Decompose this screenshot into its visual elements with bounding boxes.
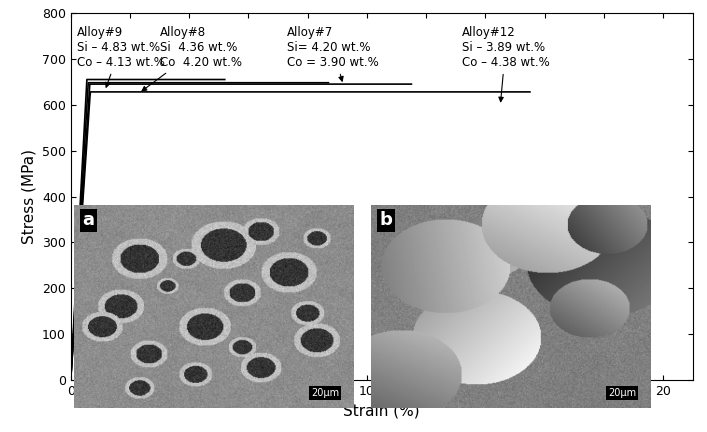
Text: 20μm: 20μm [608,388,636,398]
Text: Alloy#12
Si – 3.89 wt.%
Co – 4.38 wt.%: Alloy#12 Si – 3.89 wt.% Co – 4.38 wt.% [462,26,549,102]
Text: 20μm: 20μm [311,388,339,398]
Text: b: b [380,211,392,229]
Text: a: a [83,211,95,229]
X-axis label: Strain (%): Strain (%) [344,403,420,419]
Text: Alloy#8
Si  4.36 wt.%
Co  4.20 wt.%: Alloy#8 Si 4.36 wt.% Co 4.20 wt.% [142,26,242,91]
Y-axis label: Stress (MPa): Stress (MPa) [21,149,36,244]
Text: Alloy#7
Si= 4.20 wt.%
Co = 3.90 wt.%: Alloy#7 Si= 4.20 wt.% Co = 3.90 wt.% [287,26,379,81]
Text: Alloy#9
Si – 4.83 wt.%
Co – 4.13 wt.%: Alloy#9 Si – 4.83 wt.% Co – 4.13 wt.% [76,26,165,87]
